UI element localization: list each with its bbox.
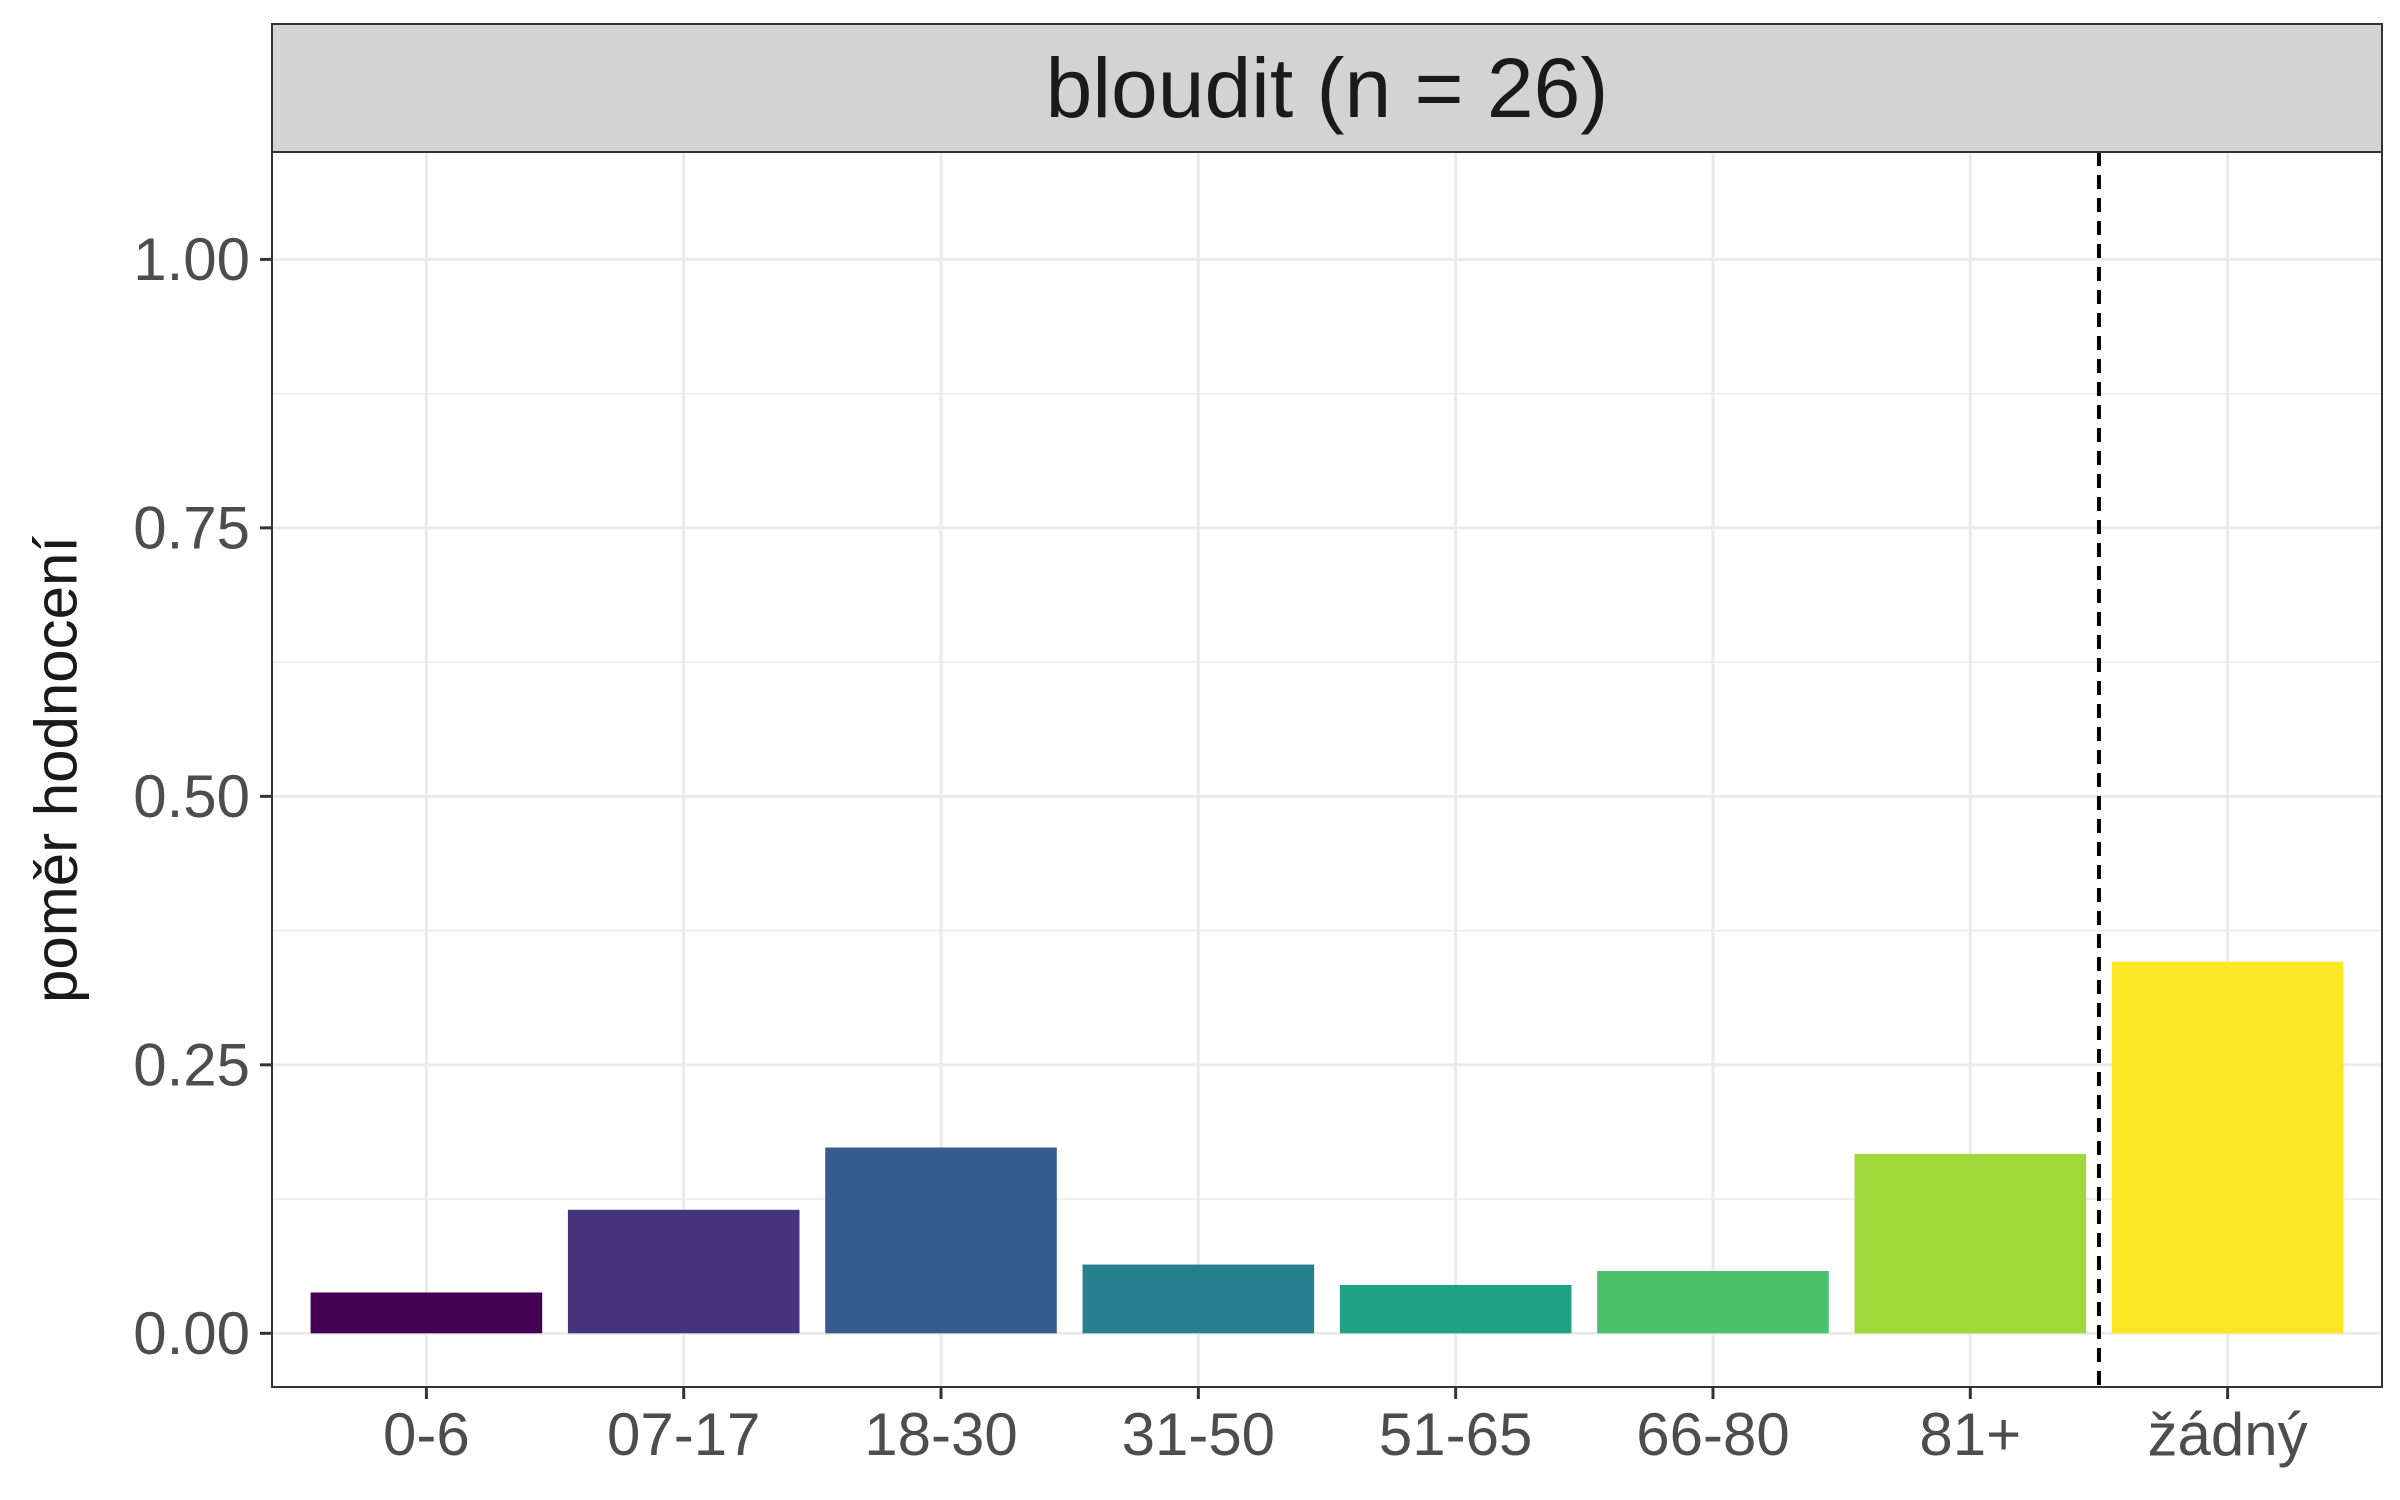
bar (1082, 1264, 1315, 1334)
bar (2111, 961, 2344, 1334)
bar (1339, 1284, 1572, 1334)
x-tick-label: 31-50 (1122, 1401, 1275, 1468)
x-tick-label: 66-80 (1636, 1401, 1789, 1468)
y-tick-label: 0.75 (133, 494, 250, 561)
y-axis-title: poměr hodnocení (23, 536, 90, 1003)
x-tick-label: 0-6 (383, 1401, 470, 1468)
y-tick-label: 0.50 (133, 763, 250, 830)
x-tick-label: 18-30 (864, 1401, 1017, 1468)
panel-border (271, 151, 2383, 1388)
y-tick-label: 1.00 (133, 226, 250, 293)
bar (825, 1147, 1057, 1334)
y-tick-label: 0.00 (133, 1300, 250, 1367)
strip-background (271, 23, 2383, 153)
bars (310, 961, 2344, 1334)
facet-title: bloudit (n = 26) (1046, 41, 1609, 135)
bar (567, 1209, 800, 1334)
x-tick-label: žádný (2148, 1401, 2308, 1468)
x-tick-label: 81+ (1919, 1401, 2021, 1468)
y-axis: 0.00 0.25 0.50 0.75 1.00 (133, 226, 272, 1367)
bar (1854, 1153, 2087, 1334)
x-tick-label: 07-17 (607, 1401, 760, 1468)
bar (1597, 1271, 1829, 1334)
x-tick-label: 51-65 (1379, 1401, 1532, 1468)
bar (310, 1292, 543, 1334)
y-tick-label: 0.25 (133, 1031, 250, 1098)
x-axis: 0-6 07-17 18-30 31-50 51-65 66-80 81+ žádný (383, 1387, 2308, 1468)
